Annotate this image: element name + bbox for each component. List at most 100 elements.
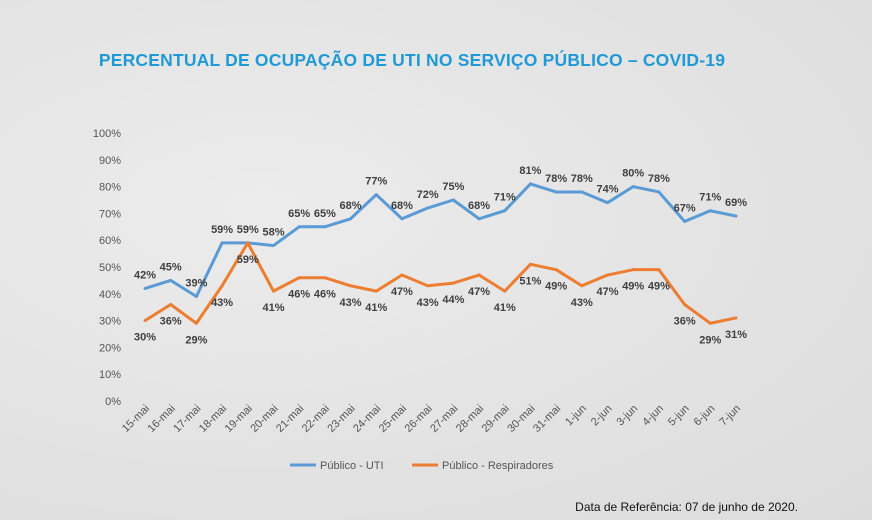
- legend-label: Público - Respiradores: [442, 460, 554, 472]
- data-label: 81%: [519, 165, 541, 177]
- series-line-respiradores: [144, 241, 737, 325]
- data-label: 78%: [545, 173, 567, 185]
- data-label: 45%: [160, 261, 182, 273]
- data-label: 59%: [237, 224, 259, 236]
- data-label: 49%: [622, 281, 644, 293]
- data-point: [323, 276, 327, 280]
- data-label: 71%: [699, 192, 721, 204]
- data-label: 71%: [494, 192, 516, 204]
- x-tick-label: 19-mai: [223, 403, 255, 435]
- data-label: 59%: [237, 254, 259, 266]
- data-point: [477, 273, 481, 277]
- data-label: 67%: [674, 202, 696, 214]
- y-tick-label: 60%: [99, 235, 121, 247]
- data-label: 41%: [494, 302, 516, 314]
- data-point: [323, 225, 327, 229]
- data-label: 43%: [571, 297, 593, 309]
- data-point: [631, 185, 635, 189]
- data-point: [400, 217, 404, 221]
- data-point: [708, 321, 712, 325]
- data-label: 42%: [134, 269, 156, 281]
- y-tick-label: 20%: [99, 342, 121, 354]
- data-label: 46%: [288, 289, 310, 301]
- data-point: [194, 321, 198, 325]
- y-tick-label: 100%: [93, 128, 121, 140]
- data-label: 44%: [442, 294, 464, 306]
- data-label: 77%: [365, 176, 387, 188]
- data-label: 30%: [134, 332, 156, 344]
- data-label: 75%: [442, 181, 464, 193]
- data-point: [220, 284, 224, 288]
- data-point: [580, 284, 584, 288]
- data-point: [169, 278, 173, 282]
- x-tick-label: 6-jun: [692, 403, 718, 429]
- data-point: [528, 262, 532, 266]
- data-point: [606, 201, 610, 205]
- data-point: [503, 289, 507, 293]
- data-label: 47%: [597, 286, 619, 298]
- x-tick-label: 24-mai: [351, 403, 383, 435]
- x-tick-label: 23-mai: [325, 403, 357, 435]
- data-point: [220, 241, 224, 245]
- data-point: [349, 217, 353, 221]
- data-point: [606, 273, 610, 277]
- x-tick-label: 4-jun: [640, 403, 666, 429]
- x-tick-label: 16-mai: [146, 403, 178, 435]
- data-label: 69%: [725, 197, 747, 209]
- data-point: [194, 294, 198, 298]
- data-point: [246, 241, 250, 245]
- x-tick-label: 27-mai: [428, 403, 460, 435]
- data-label: 43%: [417, 297, 439, 309]
- data-label: 51%: [519, 275, 541, 287]
- data-point: [528, 182, 532, 186]
- data-label: 78%: [571, 173, 593, 185]
- data-label: 43%: [211, 297, 233, 309]
- data-label: 49%: [545, 281, 567, 293]
- y-tick-label: 70%: [99, 208, 121, 220]
- data-label: 65%: [288, 208, 310, 220]
- data-point: [426, 284, 430, 288]
- y-tick-label: 30%: [99, 316, 121, 328]
- data-label: 36%: [160, 316, 182, 328]
- data-label: 68%: [340, 200, 362, 212]
- x-tick-label: 25-mai: [377, 403, 409, 435]
- x-tick-label: 22-mai: [300, 403, 332, 435]
- data-point: [169, 303, 173, 307]
- data-label: 29%: [699, 334, 721, 346]
- data-label: 41%: [262, 302, 284, 314]
- x-tick-label: 2-jun: [589, 403, 615, 429]
- data-label: 59%: [211, 224, 233, 236]
- y-tick-label: 10%: [99, 369, 121, 381]
- data-point: [297, 225, 301, 229]
- y-tick-label: 0%: [105, 396, 121, 408]
- data-point: [426, 206, 430, 210]
- data-point: [683, 303, 687, 307]
- legend-label: Público - UTI: [320, 460, 384, 472]
- data-label: 39%: [185, 277, 207, 289]
- data-point: [143, 319, 147, 323]
- x-tick-label: 5-jun: [666, 403, 692, 429]
- data-point: [631, 268, 635, 272]
- data-label: 65%: [314, 208, 336, 220]
- data-label: 74%: [597, 184, 619, 196]
- data-label: 31%: [725, 329, 747, 341]
- data-point: [451, 198, 455, 202]
- reference-date: Data de Referência: 07 de junho de 2020.: [575, 500, 798, 514]
- data-label: 72%: [417, 189, 439, 201]
- data-label: 43%: [340, 297, 362, 309]
- data-point: [477, 217, 481, 221]
- data-point: [374, 193, 378, 197]
- data-point: [554, 190, 558, 194]
- data-label: 47%: [468, 286, 490, 298]
- x-tick-label: 15-mai: [120, 403, 152, 435]
- data-point: [400, 273, 404, 277]
- data-label: 46%: [314, 289, 336, 301]
- data-point: [143, 286, 147, 290]
- data-label: 36%: [674, 316, 696, 328]
- data-point: [374, 289, 378, 293]
- x-tick-label: 30-mai: [505, 403, 537, 435]
- data-point: [708, 209, 712, 213]
- x-tick-label: 21-mai: [274, 403, 306, 435]
- data-point: [683, 219, 687, 223]
- data-label: 68%: [391, 200, 413, 212]
